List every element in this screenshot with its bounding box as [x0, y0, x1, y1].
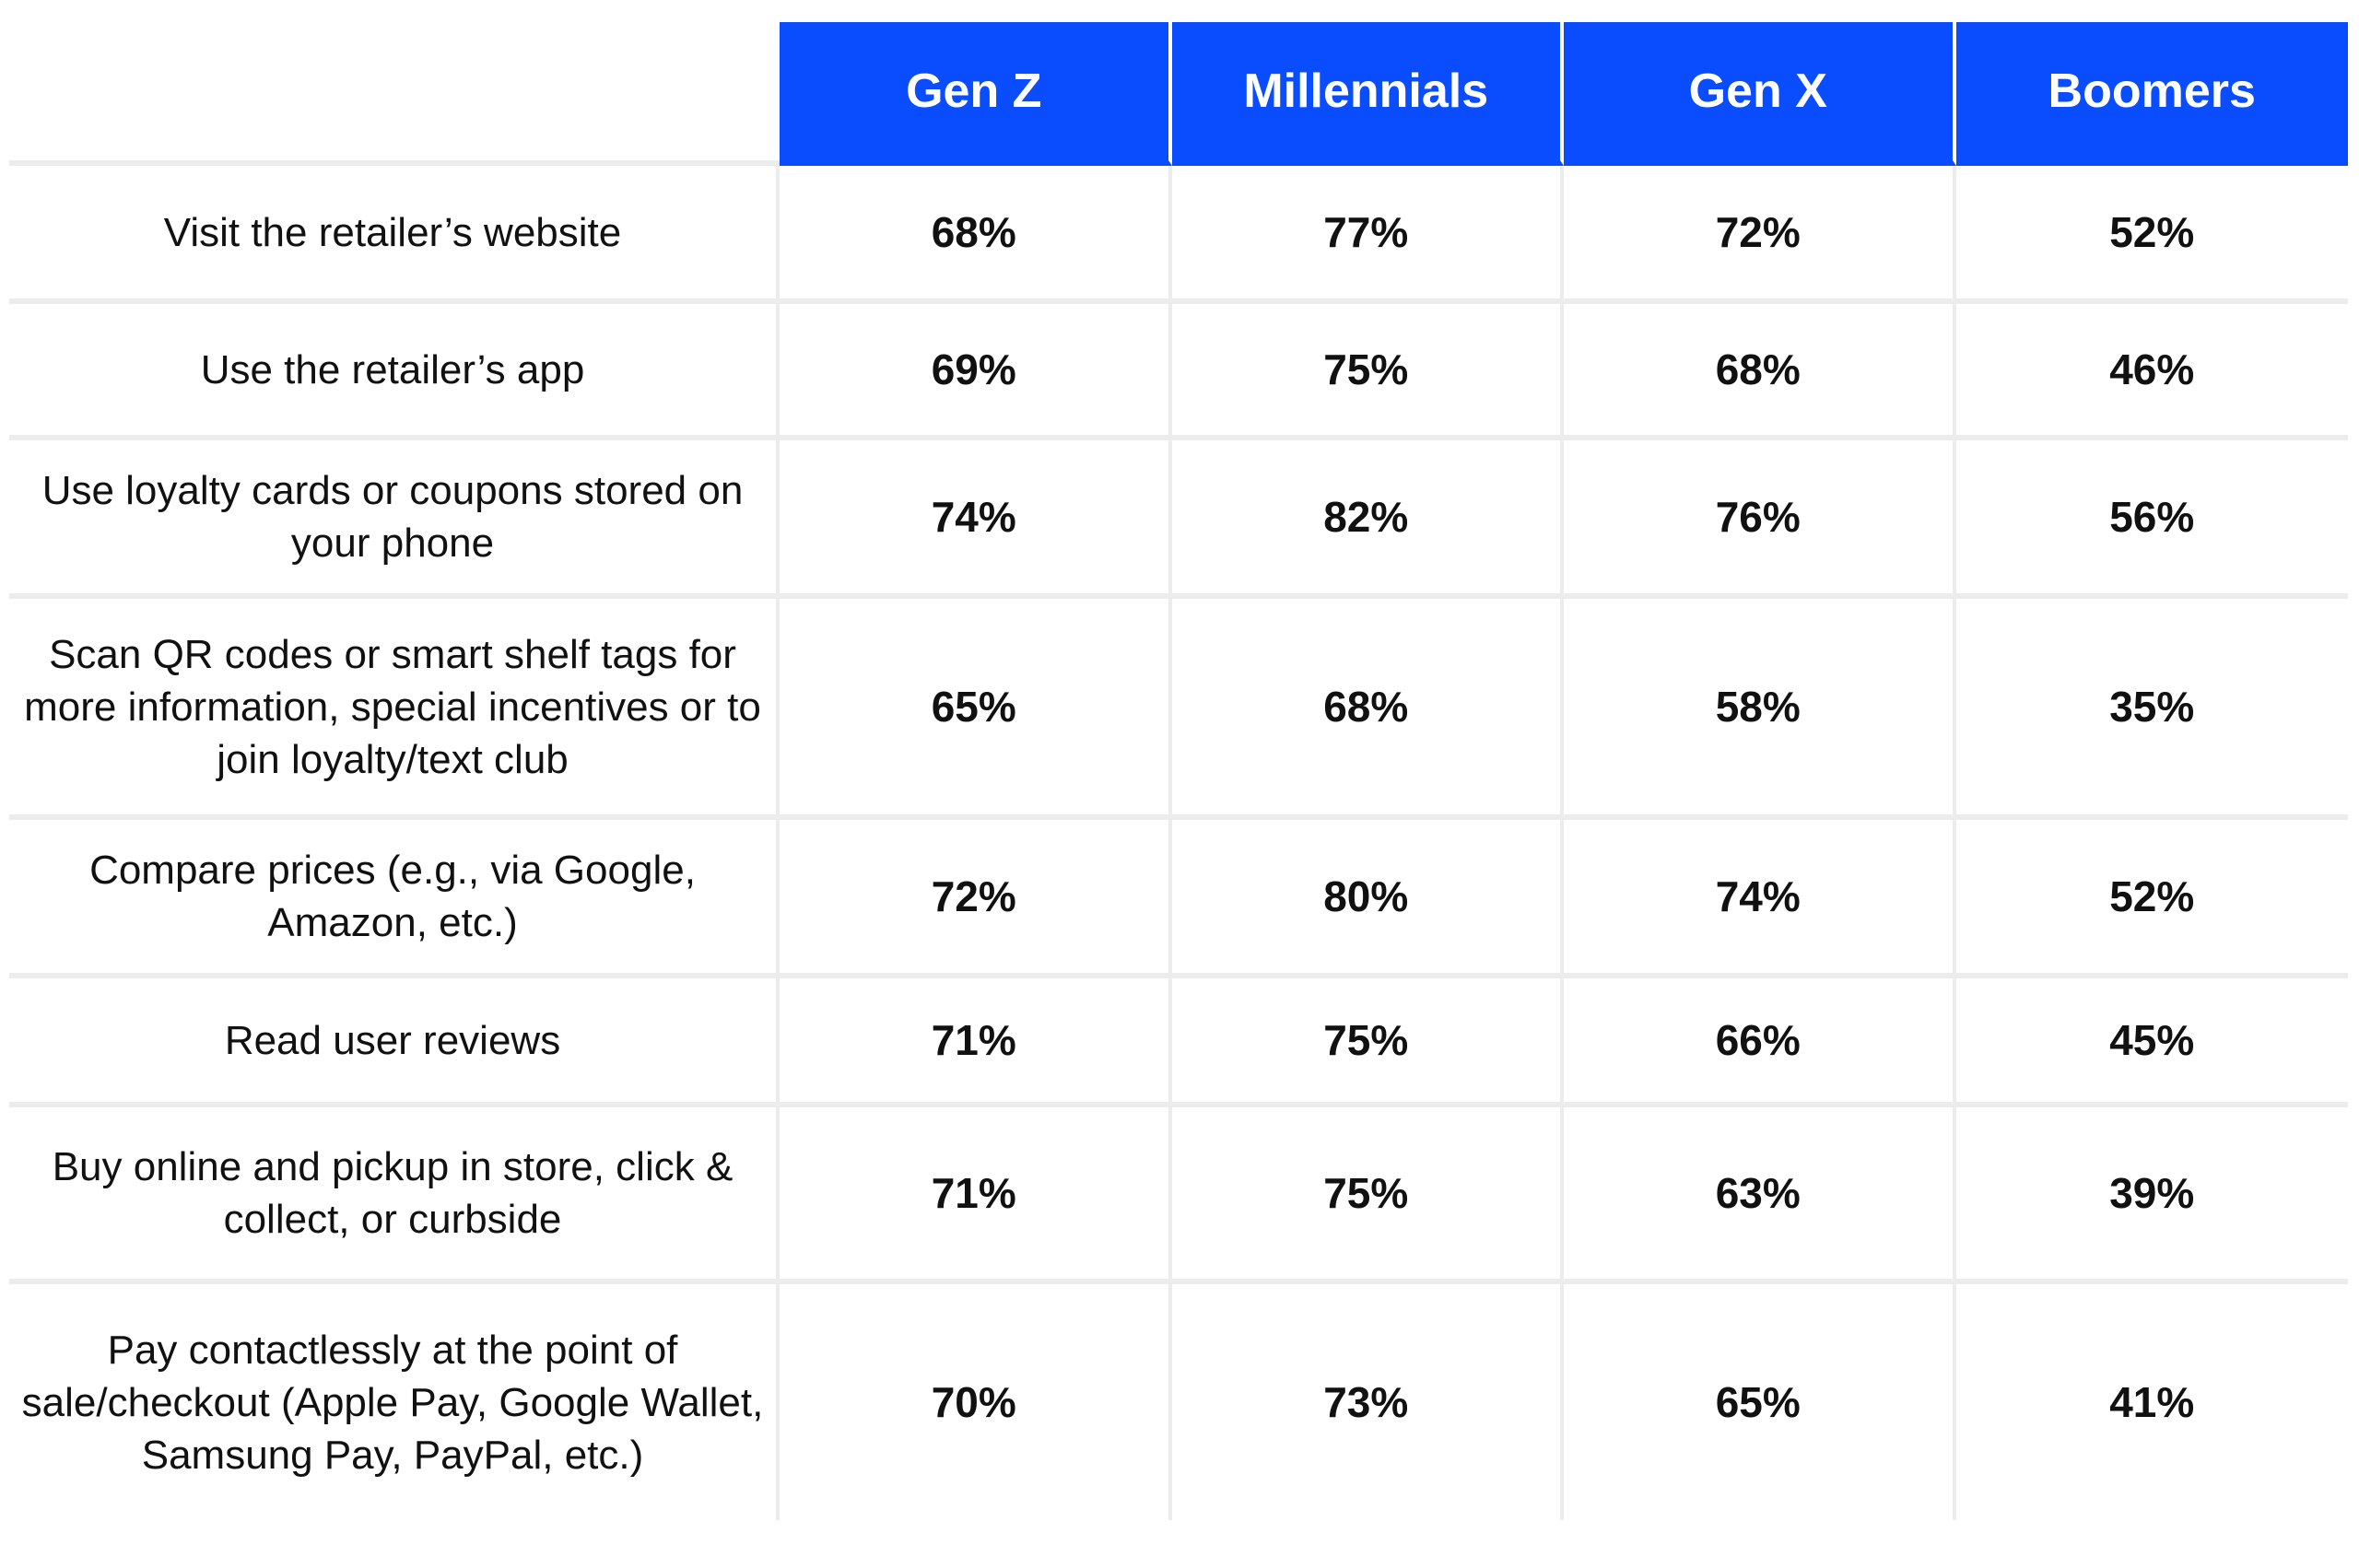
row-label: Use the retailer’s app: [9, 304, 780, 440]
cell-value: 39%: [1955, 1107, 2348, 1284]
cell-value: 72%: [1564, 166, 1956, 304]
cell-value: 82%: [1171, 440, 1564, 599]
cell-value: 65%: [780, 599, 1172, 820]
cell-value: 77%: [1171, 166, 1564, 304]
table-row: Scan QR codes or smart shelf tags for mo…: [9, 599, 2348, 820]
column-header-gen-z: Gen Z: [780, 22, 1172, 166]
column-header-millennials: Millennials: [1171, 22, 1564, 166]
cell-value: 66%: [1564, 978, 1956, 1107]
cell-value: 52%: [1955, 820, 2348, 978]
cell-value: 75%: [1171, 978, 1564, 1107]
row-label: Visit the retailer’s website: [9, 166, 780, 304]
row-label: Use loyalty cards or coupons stored on y…: [9, 440, 780, 599]
cell-value: 73%: [1172, 1284, 1564, 1520]
cell-value: 74%: [780, 440, 1172, 599]
cell-value: 58%: [1564, 599, 1956, 820]
cell-value: 71%: [780, 1107, 1172, 1284]
generation-comparison-table: Gen Z Millennials Gen X Boomers Visit th…: [9, 22, 2348, 1520]
row-label: Read user reviews: [9, 978, 780, 1107]
cell-value: 41%: [2109, 1378, 2195, 1426]
cell-value: 75%: [1171, 304, 1564, 440]
column-header-gen-x: Gen X: [1564, 22, 1956, 166]
header-corner: [9, 22, 780, 166]
cell-value: 80%: [1171, 820, 1564, 978]
table-row: Use loyalty cards or coupons stored on y…: [9, 440, 2348, 599]
table-row: Pay contactlessly at the point of sale/c…: [9, 1284, 2348, 1520]
table-row: Read user reviews 71% 75% 66% 45%: [9, 978, 2348, 1107]
cell-value: 68%: [1171, 599, 1564, 820]
row-label: Scan QR codes or smart shelf tags for mo…: [9, 599, 780, 820]
row-label: Pay contactlessly at the point of sale/c…: [9, 1284, 780, 1520]
row-label: Buy online and pickup in store, click & …: [9, 1107, 780, 1284]
cell-value: 52%: [1955, 166, 2348, 304]
cell-value: 46%: [1955, 304, 2348, 440]
cell-value: 75%: [1171, 1107, 1564, 1284]
cell-value: 63%: [1564, 1107, 1956, 1284]
cell-value: 65%: [1564, 1284, 1956, 1520]
cell-value: 68%: [1564, 304, 1956, 440]
cell-value: 35%: [1955, 599, 2348, 820]
table-row: Compare prices (e.g., via Google, Amazon…: [9, 820, 2348, 978]
table-row: Buy online and pickup in store, click & …: [9, 1107, 2348, 1284]
cell-value: 45%: [1955, 978, 2348, 1107]
cell-value: 76%: [1564, 440, 1956, 599]
cell-value: 72%: [780, 820, 1172, 978]
header-row: Gen Z Millennials Gen X Boomers: [9, 22, 2348, 166]
cell-value: 74%: [1564, 820, 1956, 978]
cell-value: 56%: [1955, 440, 2348, 599]
row-label: Compare prices (e.g., via Google, Amazon…: [9, 820, 780, 978]
data-table-container: Gen Z Millennials Gen X Boomers Visit th…: [9, 22, 2348, 1520]
cell-value: 70%: [780, 1284, 1172, 1520]
table-row: Use the retailer’s app 69% 75% 68% 46%: [9, 304, 2348, 440]
column-header-boomers: Boomers: [1955, 22, 2348, 166]
cell-value: 69%: [780, 304, 1172, 440]
cell-value: 71%: [780, 978, 1172, 1107]
cell-value: 68%: [780, 166, 1172, 304]
table-row: Visit the retailer’s website 68% 77% 72%…: [9, 166, 2348, 304]
